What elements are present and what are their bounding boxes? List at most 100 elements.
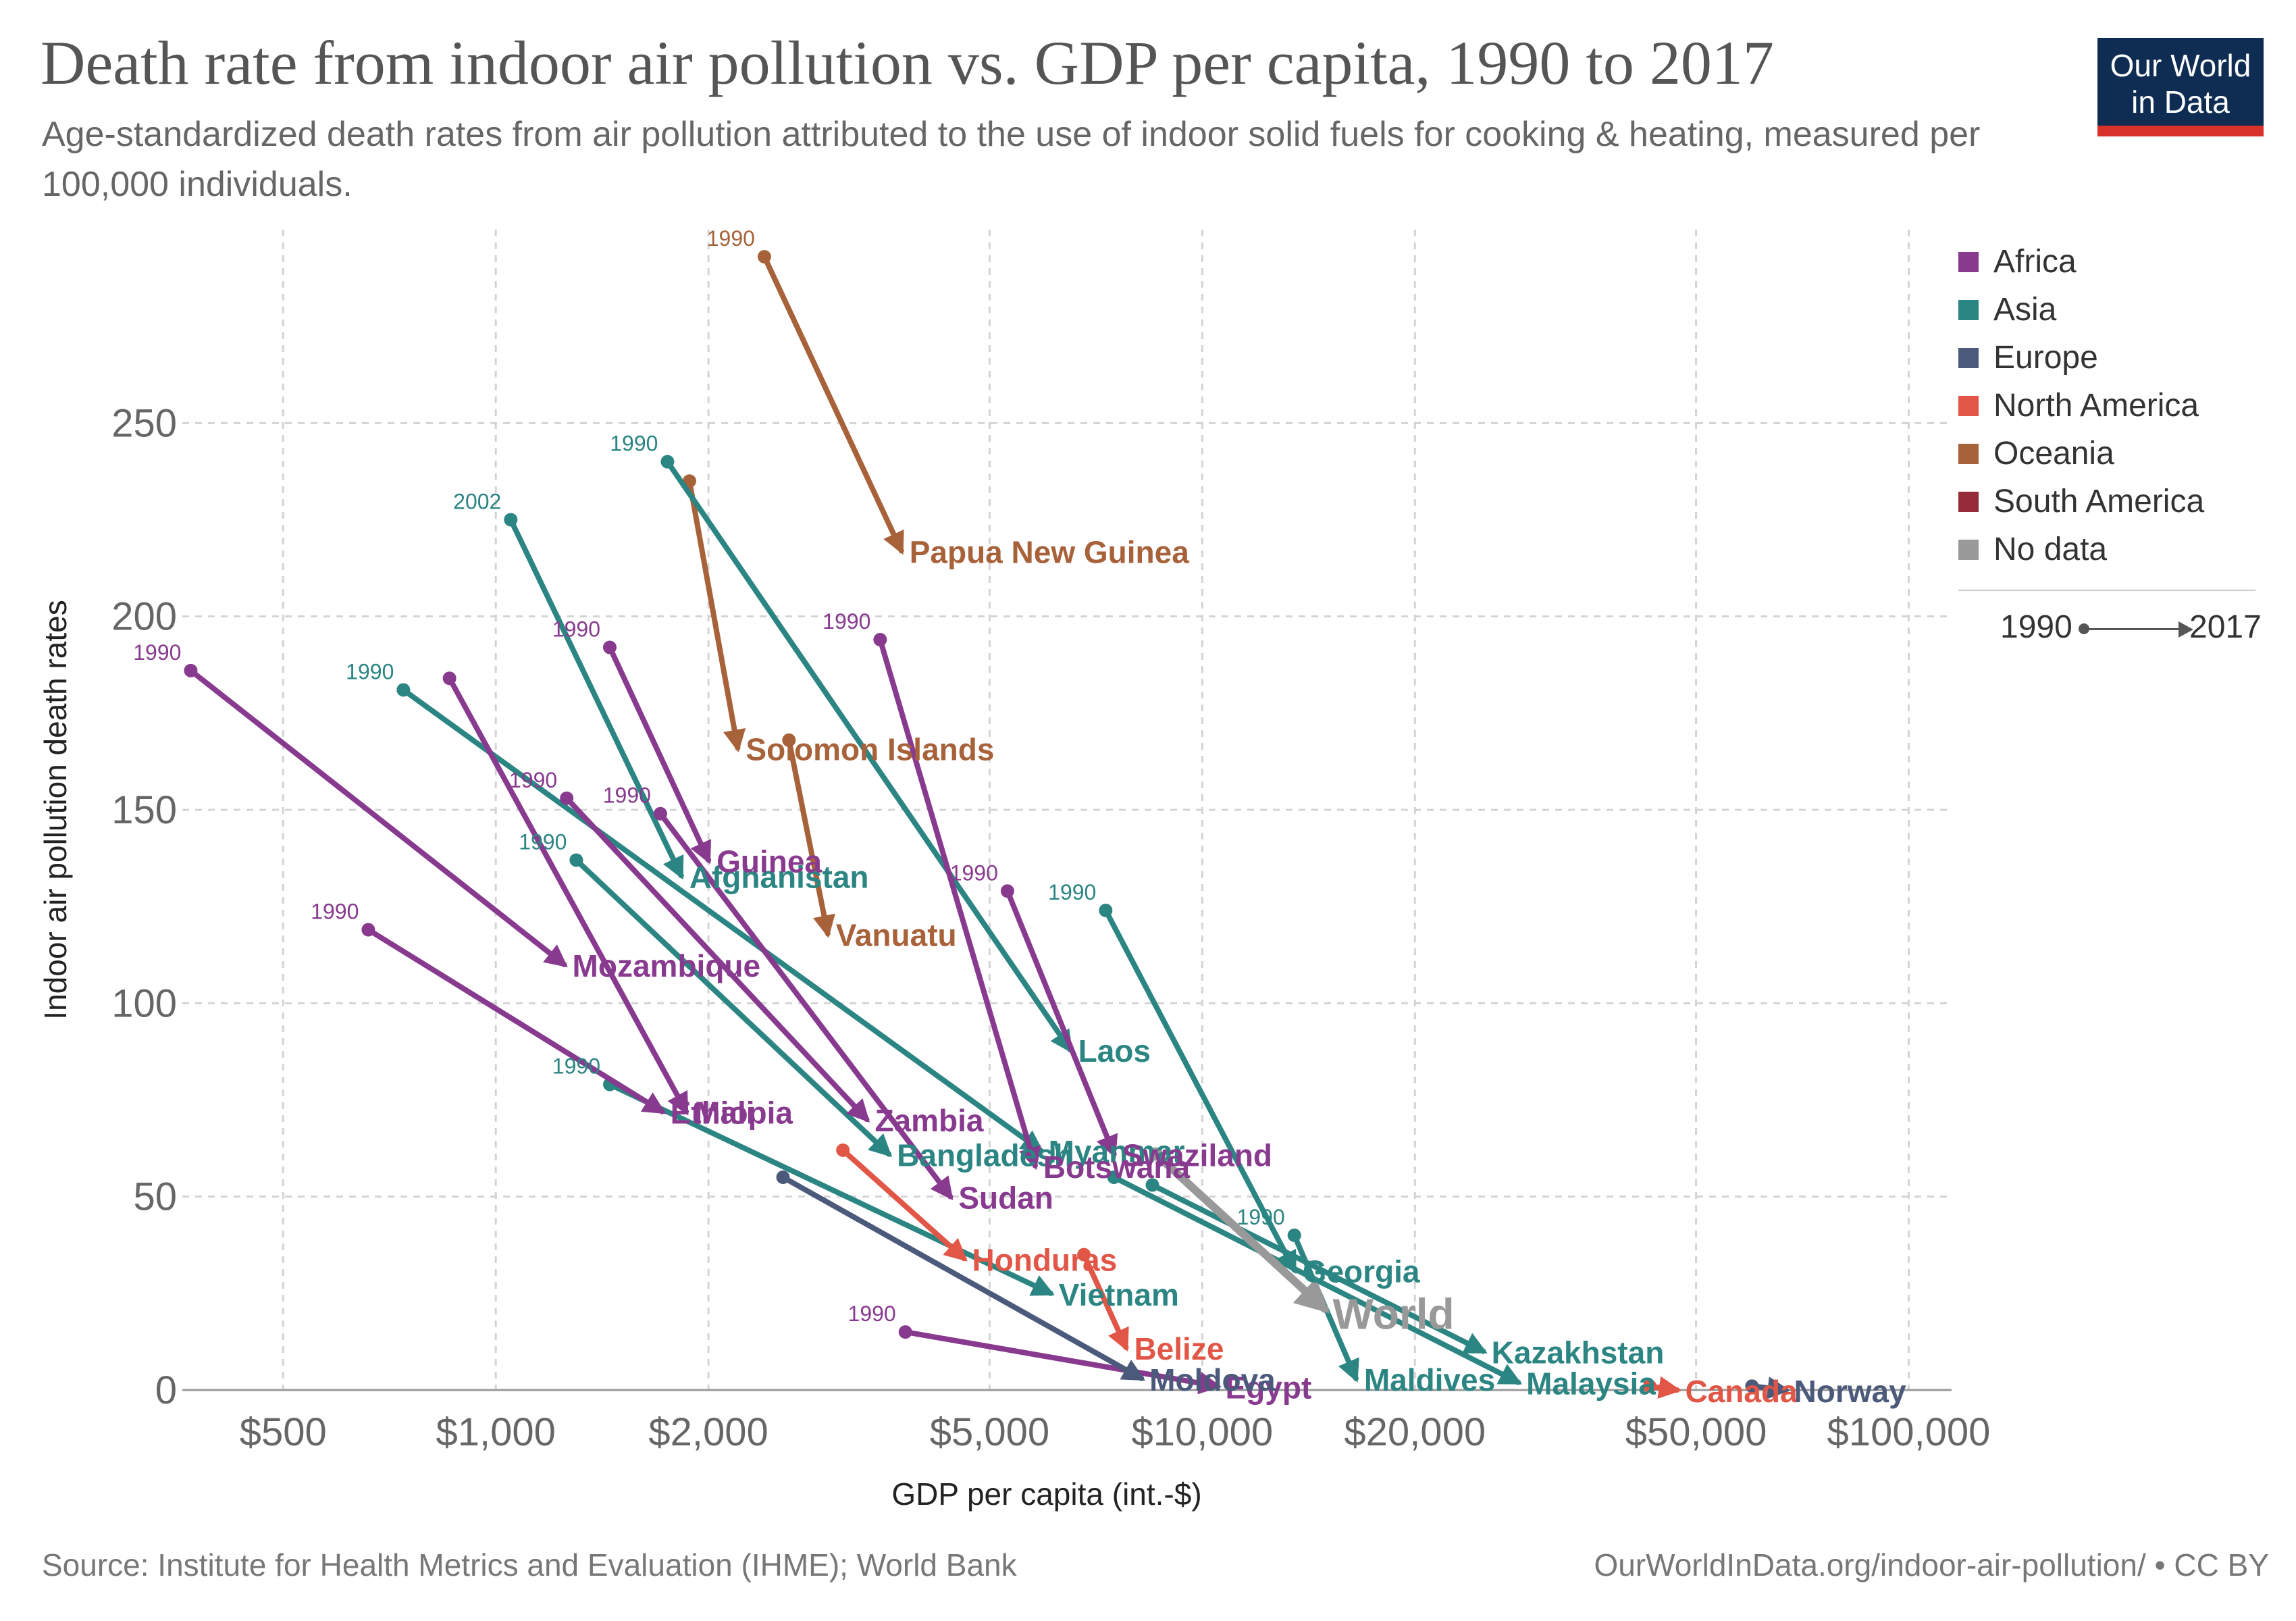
series-arrow [877, 637, 1041, 1170]
series-label: Mozambique [573, 948, 761, 983]
legend-label: North America [1993, 388, 2199, 423]
x-tick-label: $500 [240, 1410, 327, 1454]
legend-swatch [1958, 539, 1979, 560]
x-tick-label: $2,000 [648, 1410, 768, 1454]
series-arrows [184, 250, 1791, 1399]
series-arrow [686, 478, 746, 752]
legend-item[interactable]: South America [1958, 478, 2276, 525]
series-arrow [564, 795, 870, 1123]
legend-label: Africa [1993, 244, 2077, 280]
series-start-point [569, 853, 583, 867]
series-start-label: 1990 [1237, 1205, 1285, 1229]
series-start-label: 1990 [610, 432, 658, 456]
series-start-point [1145, 1178, 1159, 1192]
y-tick-label: 250 [111, 401, 177, 445]
series-start-point [396, 683, 411, 697]
y-tick-label: 150 [111, 788, 177, 832]
series-start-label: 1990 [603, 783, 651, 808]
owid-logo[interactable]: Our World in Data [2097, 38, 2264, 136]
legend-timeline: 1990 2017 [1958, 609, 2276, 649]
y-tick-label: 50 [133, 1175, 177, 1219]
series-labels: 1990 Papua New Guinea Solomon Islands Vanua… [133, 226, 1906, 1409]
logo-line-2: in Data [2131, 84, 2230, 120]
series-start-label: 1990 [552, 617, 600, 641]
x-tick-label: $50,000 [1625, 1410, 1767, 1454]
legend-time-arrowhead [2178, 621, 2193, 638]
axes: 0 50 100 150 200 250 $500 $1,000 $2,000 $5,000 $10… [38, 401, 1990, 1512]
series-start-label: 1990 [519, 829, 567, 854]
series-start-label: 1990 [823, 609, 870, 634]
series-arrow [1103, 907, 1297, 1275]
series-start-point [1287, 1228, 1301, 1242]
legend-item[interactable]: Asia [1958, 286, 2276, 334]
series-start-point [1099, 903, 1113, 917]
series-label: Malaysia [1526, 1366, 1656, 1401]
series-arrow [761, 254, 904, 555]
legend-time-end: 2017 [2189, 609, 2262, 645]
legend-time-start: 1990 [2000, 609, 2072, 645]
series-label: Georgia [1303, 1254, 1420, 1289]
series-start-label: 1990 [1048, 880, 1096, 904]
series-start-label: 1990 [346, 659, 394, 684]
series-label: Norway [1794, 1374, 1907, 1409]
series-label: Mali [694, 1096, 754, 1131]
series-label: Ethiopia [671, 1096, 793, 1131]
legend-divider [1958, 590, 2255, 591]
series-start-point [660, 455, 675, 469]
series-start-label: 1990 [133, 640, 181, 665]
x-axis-label: GDP per capita (int.-$) [891, 1476, 1201, 1512]
y-tick-label: 200 [111, 595, 177, 639]
legend-item[interactable]: Africa [1958, 238, 2276, 286]
series-start-point [1745, 1379, 1759, 1393]
legend-item[interactable]: No data [1958, 525, 2276, 573]
source-link[interactable]: OurWorldInData.org/indoor-air-pollution/… [1594, 1547, 2269, 1583]
series-label: Vanuatu [836, 917, 957, 952]
series-start-point [776, 1170, 790, 1185]
series-arrow [780, 1175, 1146, 1381]
series-arrow [606, 1081, 1055, 1296]
series-start-point [836, 1143, 850, 1157]
legend-label: Europe [1993, 340, 2098, 376]
series-arrow [1004, 888, 1118, 1158]
series-start-point [1000, 884, 1014, 898]
legend-item[interactable]: Europe [1958, 334, 2276, 382]
series-label: Kazakhstan [1492, 1335, 1665, 1370]
legend-swatch [1958, 443, 1979, 464]
series-start-point [560, 791, 574, 805]
series-start-point [782, 733, 796, 747]
series-start-label: 2002 [453, 490, 501, 514]
logo-line-1: Our World [2110, 48, 2251, 83]
series-label: Papua New Guinea [910, 534, 1190, 569]
legend-item[interactable]: Oceania [1958, 430, 2276, 478]
series-start-label: 1990 [950, 860, 998, 885]
series-arrow [902, 1329, 1222, 1395]
x-tick-label: $20,000 [1344, 1410, 1486, 1454]
series-arrow [573, 857, 893, 1158]
series-label: Botswana [1043, 1150, 1191, 1185]
legend-item[interactable]: North America [1958, 382, 2276, 430]
series-label: Sudan [958, 1181, 1053, 1216]
series-label: Egypt [1226, 1370, 1312, 1405]
series-arrow [1151, 1150, 1330, 1314]
series-arrow [1081, 1252, 1129, 1352]
legend-label: Oceania [1993, 436, 2114, 471]
x-tick-label: $100,000 [1827, 1410, 1991, 1454]
series-label: Canada [1685, 1374, 1798, 1409]
series-start-point [1107, 1170, 1121, 1185]
series-label: Guinea [716, 844, 822, 879]
series-start-point [361, 923, 375, 937]
x-tick-label: $5,000 [930, 1410, 1049, 1454]
series-arrow [786, 737, 835, 938]
series-arrow [365, 927, 667, 1114]
series-start-point [184, 663, 198, 677]
series-start-label: 1990 [552, 1054, 600, 1079]
series-start-label: 1990 [509, 768, 557, 792]
series-start-label: 1990 [848, 1302, 896, 1326]
series-label: Laos [1078, 1033, 1151, 1069]
series-start-point [873, 633, 887, 647]
series-label: Vietnam [1059, 1277, 1179, 1312]
legend-time-line [2083, 628, 2183, 630]
series-start-point [898, 1325, 912, 1339]
series-start-point [1149, 1147, 1163, 1161]
